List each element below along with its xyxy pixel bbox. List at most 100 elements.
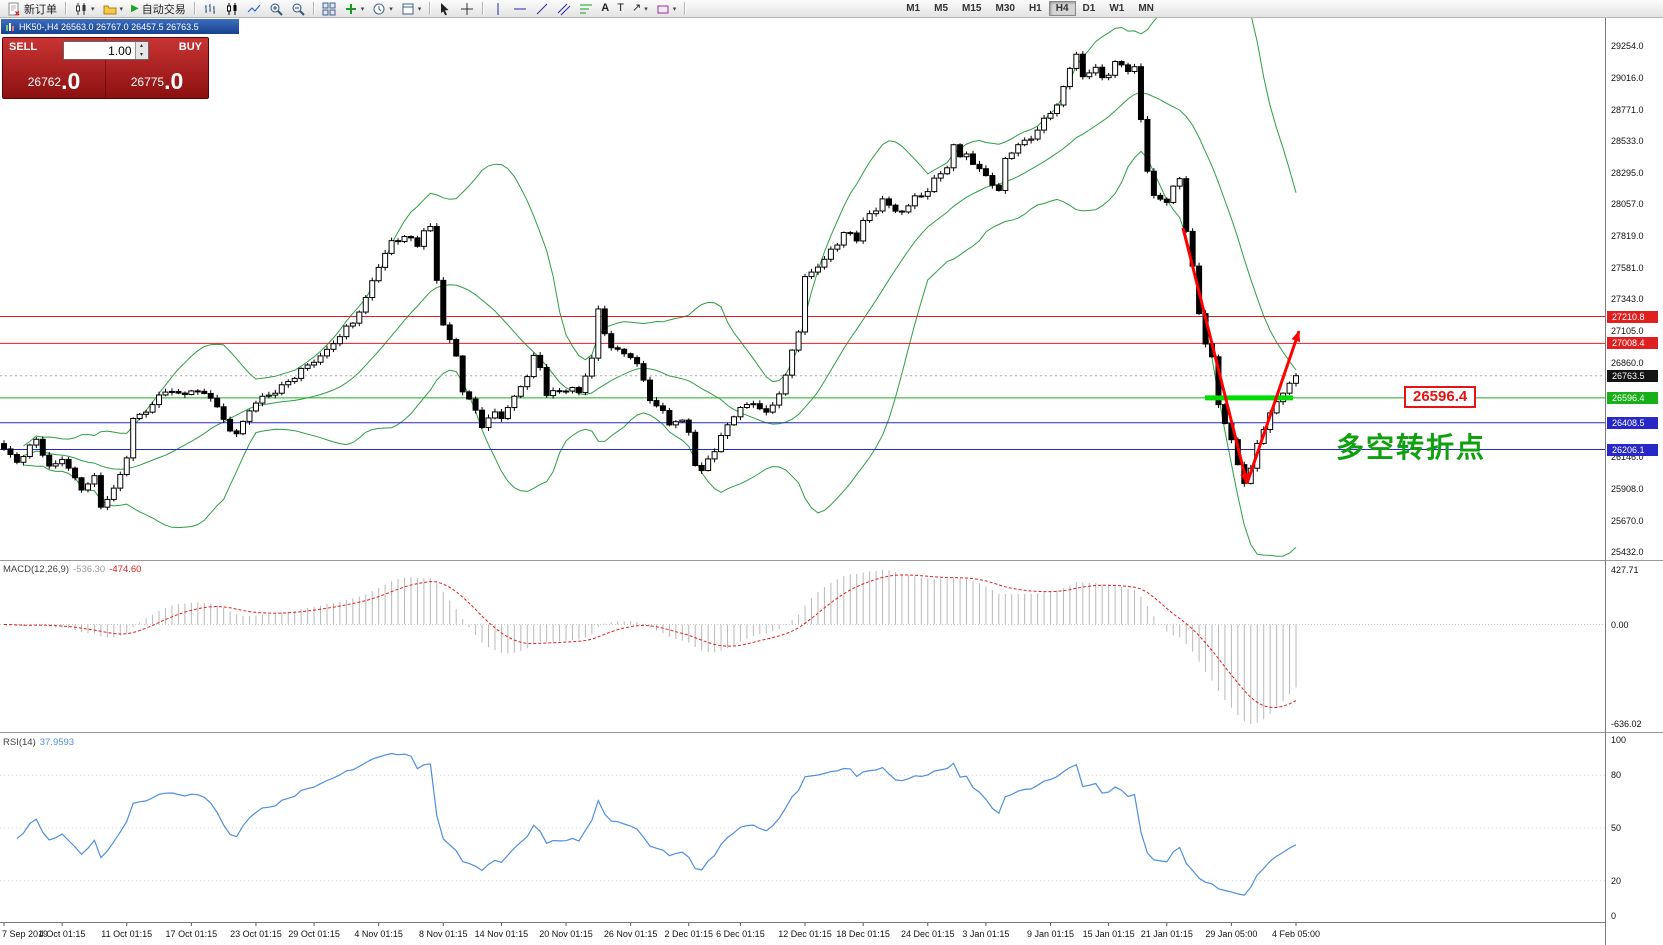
autotrading-play-icon: ▶ [131, 3, 139, 14]
candlestick-chart-icon [226, 2, 237, 15]
price-axis-label: 27581.0 [1611, 262, 1644, 273]
macd-axis-label: 427.71 [1611, 565, 1639, 575]
channel-button[interactable] [553, 1, 575, 17]
buy-label: BUY [178, 41, 202, 53]
profiles-icon [103, 5, 117, 14]
candlestick-chart-button[interactable] [221, 1, 243, 17]
templates-button[interactable]: ▾ [397, 1, 426, 17]
price-tag: 27008.4 [1607, 337, 1658, 350]
fibonacci-button[interactable] [575, 1, 597, 17]
chevron-down-icon: ▾ [389, 5, 393, 13]
price-axis-label: 27105.0 [1611, 325, 1644, 336]
main-toolbar: 新订单 ▾ ▾ ▶ 自动交易 [0, 0, 1663, 18]
shapes-button[interactable]: ▾ [652, 1, 681, 17]
fibonacci-icon [580, 4, 593, 13]
arrows-button[interactable]: ↗ ▾ [628, 1, 652, 17]
time-axis-label: 9 Jan 01:15 [1026, 929, 1075, 939]
timeframe-button-h4[interactable]: H4 [1048, 1, 1076, 16]
channel-icon [557, 3, 571, 15]
vertical-line-icon [497, 2, 499, 15]
time-axis-label: 15 Jan 01:15 [1082, 929, 1135, 939]
volume-input[interactable] [63, 42, 135, 59]
periods-button[interactable]: ▾ [368, 1, 397, 17]
price-tag: 26763.5 [1607, 369, 1658, 382]
line-chart-button[interactable] [243, 1, 265, 17]
macd-axis-label: -636.02 [1611, 719, 1642, 729]
timeframe-button-h1[interactable]: H1 [1022, 1, 1049, 16]
volume-down-button[interactable]: ▾ [135, 50, 148, 59]
volume-spinner: ▴ ▾ [134, 42, 148, 59]
volume-box: ▴ ▾ [62, 41, 149, 60]
bar-chart-button[interactable] [199, 1, 221, 17]
timeframe-button-d1[interactable]: D1 [1076, 1, 1103, 16]
text-button[interactable]: A [597, 1, 613, 17]
price-axis-label: 25908.0 [1611, 484, 1644, 494]
price-tag: 27210.8 [1607, 310, 1658, 323]
chevron-down-icon: ▾ [360, 5, 365, 13]
price-axis-label: 28295.0 [1611, 167, 1644, 178]
vertical-line-button[interactable] [487, 1, 509, 17]
price-tag: 26206.1 [1607, 443, 1658, 456]
macd-main-value: -536.30 [73, 564, 106, 575]
shapes-icon [657, 5, 669, 13]
toolbar-separator [429, 2, 431, 15]
volume-up-button[interactable]: ▴ [135, 42, 148, 51]
timeframe-button-mn[interactable]: MN [1131, 1, 1161, 16]
price-axis-label: 28771.0 [1611, 104, 1644, 115]
macd-signal-value: -474.60 [109, 564, 142, 575]
one-click-trading-panel: SELL 26762.0 BUY 26775.0 ▴ ▾ [2, 37, 209, 99]
tile-windows-button[interactable] [318, 1, 340, 17]
label-button[interactable]: T [613, 1, 628, 17]
timeframe-button-m15[interactable]: M15 [955, 1, 988, 16]
chevron-down-icon: ▾ [119, 5, 124, 13]
chevron-down-icon: ▾ [91, 5, 95, 13]
chart-window-title-bar[interactable]: HK50-,H4 26563.0 26767.0 26457.5 26763.5 [1, 19, 239, 34]
new-chart-icon [76, 2, 86, 15]
autotrading-label: 自动交易 [141, 3, 186, 16]
tile-windows-icon [322, 2, 336, 15]
horizontal-line-icon [514, 8, 527, 9]
price-axis-label: 26146.0 [1611, 452, 1644, 463]
new-order-label: 新订单 [24, 3, 57, 16]
price-axis-label: 25670.0 [1611, 515, 1644, 526]
trendline-icon [536, 3, 548, 14]
new-chart-button[interactable]: ▾ [70, 1, 99, 17]
chart-window-icon [6, 22, 14, 31]
horizontal-line-button[interactable] [509, 1, 531, 17]
timeframe-button-m1[interactable]: M1 [899, 1, 927, 16]
time-axis-label: 4 Nov 01:15 [354, 929, 403, 939]
rsi-axis-label: 0 [1611, 911, 1617, 921]
zoom-out-button[interactable] [287, 1, 309, 17]
time-axis-label: 4 Oct 01:15 [38, 929, 86, 939]
time-axis-label: 14 Nov 01:15 [474, 929, 529, 939]
price-axis-label: 28057.0 [1611, 199, 1644, 210]
timeframe-button-w1[interactable]: W1 [1102, 1, 1131, 16]
zoom-in-icon [270, 3, 283, 16]
template-icon [402, 3, 414, 14]
text-icon: A [601, 2, 610, 14]
time-axis-label: 11 Oct 01:15 [101, 929, 153, 939]
cursor-button[interactable] [434, 1, 456, 17]
rsi-value: 37.9593 [39, 737, 75, 748]
sell-price: 26762.0 [27, 68, 81, 94]
autotrading-button[interactable]: ▶ 自动交易 [127, 1, 190, 17]
trendline-button[interactable] [531, 1, 553, 17]
label-icon: T [617, 2, 624, 14]
crosshair-button[interactable] [456, 1, 478, 17]
profiles-button[interactable]: ▾ [99, 1, 128, 17]
new-order-button[interactable]: 新订单 [3, 1, 61, 17]
price-callout-label[interactable]: 26596.4 [1404, 386, 1477, 408]
line-chart-icon [247, 4, 261, 12]
timeframe-button-m30[interactable]: M30 [988, 1, 1021, 16]
macd-name: MACD(12,26,9) [3, 564, 69, 575]
time-axis-label: 7 Sep 2019 [2, 929, 49, 939]
timeframe-button-m5[interactable]: M5 [927, 1, 955, 16]
time-axis-label: 21 Jan 01:15 [1140, 929, 1193, 939]
time-axis-label: 2 Dec 01:15 [664, 929, 714, 939]
zoom-in-button[interactable] [265, 1, 287, 17]
price-axis: 29254.0 29016.0 28771.0 28533.0 28295.0 28057… [1605, 18, 1663, 945]
time-axis-label: 24 Dec 01:15 [900, 929, 955, 939]
toolbar-separator [312, 2, 314, 15]
indicators-button[interactable]: ▾ [340, 1, 369, 17]
